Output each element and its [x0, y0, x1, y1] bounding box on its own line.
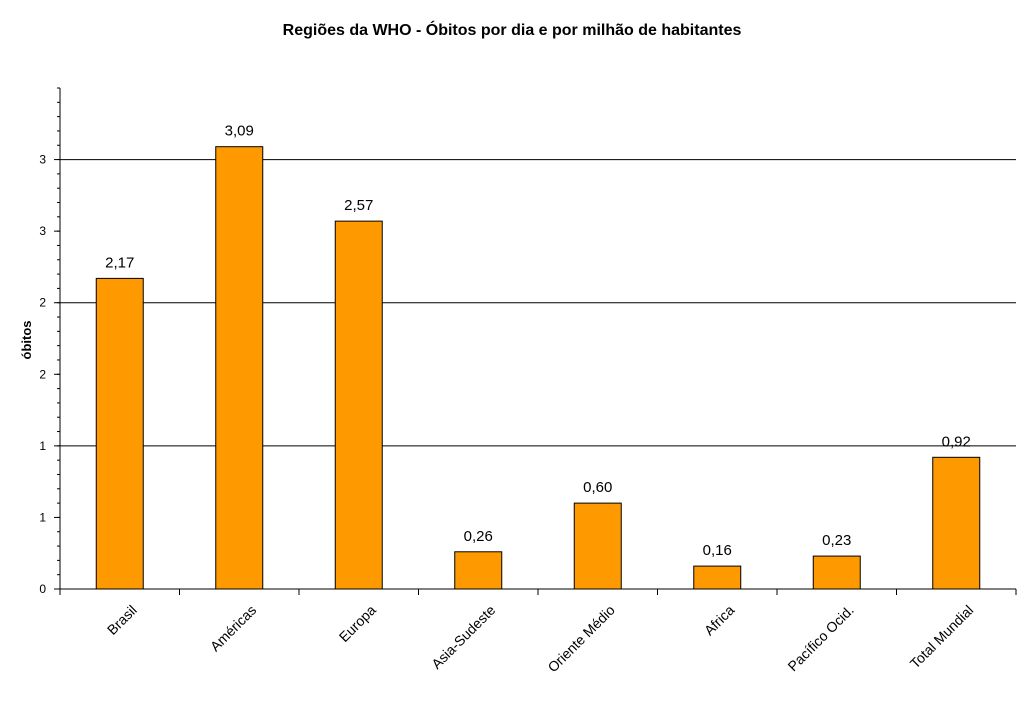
- data-label: 0,16: [703, 542, 732, 559]
- y-tick-label: 1: [39, 439, 46, 453]
- bar: [693, 565, 742, 590]
- y-tick-label: 2: [39, 367, 46, 381]
- bar: [573, 502, 622, 590]
- x-tick-label: Oriente Médio: [544, 602, 618, 676]
- x-tick-label: Africa: [701, 602, 738, 639]
- y-tick-label: 3: [39, 153, 46, 167]
- x-tick-label: Pacífico Ocid.: [784, 602, 856, 674]
- y-tick-label: 0: [39, 582, 46, 596]
- bar: [95, 277, 144, 590]
- y-tick-label: 3: [39, 224, 46, 238]
- x-tick-label: Europa: [336, 602, 379, 645]
- bar: [454, 551, 503, 590]
- data-label: 3,09: [225, 123, 254, 140]
- data-labels: 2,17 3,09 2,57 0,26 0,60 0,16 0,23 0,92: [105, 123, 971, 559]
- data-label: 0,23: [822, 532, 851, 549]
- bar: [334, 220, 383, 590]
- data-label: 0,60: [583, 479, 612, 496]
- x-tick-label: Asia-Sudeste: [428, 602, 498, 672]
- gridlines: [60, 159, 1016, 447]
- bar: [215, 146, 264, 590]
- data-label: 0,92: [942, 433, 971, 450]
- x-tick-label: Brasil: [104, 602, 140, 638]
- chart-title: Regiões da WHO - Óbitos por dia e por mi…: [282, 22, 742, 39]
- y-tick-label: 2: [39, 296, 46, 310]
- data-label: 0,26: [464, 528, 493, 545]
- y-axis-label: óbitos: [19, 321, 34, 360]
- data-label: 2,17: [105, 254, 134, 271]
- bar: [932, 456, 981, 590]
- data-label: 2,57: [344, 197, 373, 214]
- bar: [812, 555, 861, 590]
- axes: 0 1 1 2 2 3 3 Brasil Américas Europa Asia-Sudeste O…: [39, 87, 1017, 676]
- y-tick-label: 1: [39, 510, 46, 524]
- x-tick-label: Total Mundial: [907, 602, 977, 672]
- bars: [95, 146, 981, 590]
- x-tick-label: Américas: [207, 602, 260, 655]
